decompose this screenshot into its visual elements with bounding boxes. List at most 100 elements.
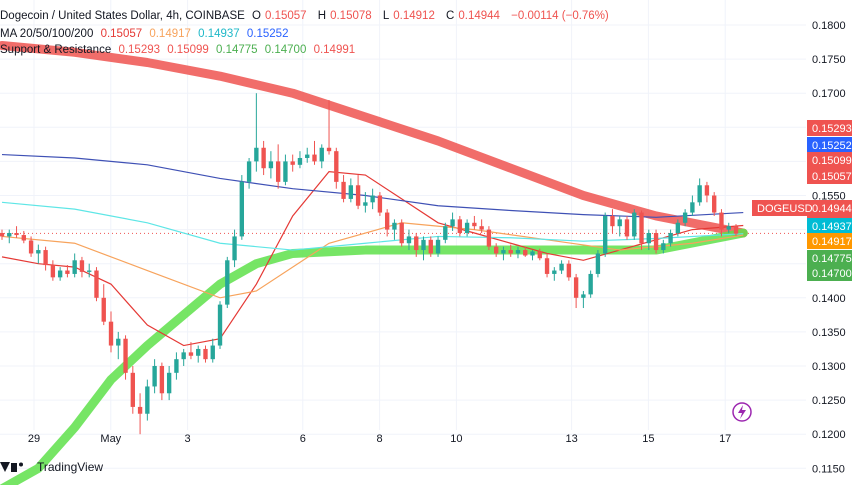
candle bbox=[101, 284, 106, 326]
candle-body bbox=[595, 253, 601, 274]
candle-body bbox=[399, 222, 404, 244]
candle-body bbox=[697, 185, 702, 203]
x-tick-label: May bbox=[100, 433, 121, 445]
candle bbox=[188, 342, 194, 360]
price-tag-value: 0.14937 bbox=[812, 221, 852, 233]
candle bbox=[174, 352, 179, 380]
candle-body bbox=[72, 260, 77, 274]
candlesticks bbox=[0, 93, 739, 435]
candle bbox=[384, 209, 390, 237]
current-price-value: 0.14944 bbox=[812, 203, 852, 215]
legend-support-resistance: Support & Resistance 0.15293 0.15099 0.1… bbox=[0, 44, 359, 56]
band-resistance bbox=[0, 40, 748, 238]
ma-line-ma-100 bbox=[1, 201, 744, 251]
legend-c-value: 0.14944 bbox=[458, 10, 500, 22]
candle-body bbox=[50, 265, 56, 278]
candle-body bbox=[326, 147, 332, 152]
candle-body bbox=[428, 239, 433, 254]
candle-body bbox=[719, 212, 724, 230]
candle-body bbox=[508, 250, 513, 254]
candle-body bbox=[639, 212, 644, 244]
candle-body bbox=[65, 270, 70, 274]
candle-body bbox=[493, 246, 499, 254]
candle bbox=[137, 393, 143, 435]
candle bbox=[573, 273, 579, 309]
candle-body bbox=[79, 260, 85, 272]
candle bbox=[428, 236, 433, 257]
x-tick-label: 17 bbox=[719, 433, 731, 445]
price-tag-value: 0.15293 bbox=[812, 123, 852, 135]
candle bbox=[334, 147, 339, 189]
candle-body bbox=[690, 202, 695, 213]
candle bbox=[261, 140, 266, 176]
candle bbox=[530, 250, 535, 261]
legend-ma-title[interactable]: MA 20/50/100/200 bbox=[0, 28, 94, 40]
candle bbox=[675, 219, 681, 237]
candle-body bbox=[370, 195, 375, 203]
candle-body bbox=[116, 338, 121, 346]
candle bbox=[57, 267, 63, 281]
y-tick-label: 0.1550 bbox=[812, 191, 846, 203]
candle bbox=[610, 209, 615, 234]
tradingview-logo-icon bbox=[0, 462, 23, 472]
price-tag-value: 0.14775 bbox=[812, 253, 852, 265]
candle bbox=[297, 151, 303, 169]
price-tag bbox=[807, 265, 852, 281]
candle bbox=[283, 154, 288, 186]
candle-body bbox=[210, 345, 215, 360]
candle bbox=[464, 219, 470, 237]
legend-h-value: 0.15078 bbox=[330, 10, 372, 22]
candle-body bbox=[305, 154, 310, 158]
legend-sr-title[interactable]: Support & Resistance bbox=[0, 44, 112, 56]
x-tick-label: 15 bbox=[642, 433, 654, 445]
candle bbox=[87, 263, 92, 278]
candle-body bbox=[319, 147, 324, 162]
candle bbox=[414, 233, 419, 257]
candle-body bbox=[406, 236, 412, 244]
candle-body bbox=[632, 212, 637, 237]
x-tick-label: 6 bbox=[300, 433, 306, 445]
candle bbox=[595, 250, 601, 278]
candle-body bbox=[196, 348, 201, 356]
candle-body bbox=[573, 277, 579, 298]
candle-body bbox=[261, 147, 266, 169]
candle bbox=[508, 244, 513, 257]
candle-body bbox=[225, 260, 230, 305]
candle bbox=[159, 362, 165, 401]
candle bbox=[116, 331, 121, 360]
candle-body bbox=[275, 161, 281, 182]
candle-body bbox=[653, 233, 659, 251]
candle bbox=[399, 219, 404, 247]
candle bbox=[36, 244, 41, 264]
candle bbox=[486, 226, 492, 251]
candle bbox=[28, 236, 34, 257]
price-tag-value: 0.14917 bbox=[812, 236, 852, 248]
candle-body bbox=[283, 161, 288, 182]
candle bbox=[559, 260, 564, 274]
candle bbox=[232, 229, 237, 268]
candle bbox=[348, 178, 354, 203]
tradingview-brand[interactable]: TradingView bbox=[0, 460, 103, 474]
candle bbox=[552, 267, 557, 281]
candle bbox=[501, 246, 506, 261]
candle bbox=[166, 366, 172, 401]
candle bbox=[646, 229, 651, 251]
candle bbox=[130, 366, 135, 414]
candle bbox=[50, 260, 56, 281]
legend-symbol[interactable]: Dogecoin / United States Dollar, 4h, COI… bbox=[0, 10, 245, 22]
candle-body bbox=[421, 239, 426, 251]
y-tick-label: 0.1750 bbox=[812, 54, 846, 66]
candle-body bbox=[464, 222, 470, 234]
candle bbox=[217, 301, 223, 349]
price-tag-value: 0.15099 bbox=[812, 155, 852, 167]
candle-body bbox=[232, 236, 237, 261]
y-tick-label: 0.1300 bbox=[812, 361, 846, 373]
candle-body bbox=[152, 366, 157, 387]
candle-body bbox=[43, 250, 48, 266]
candle bbox=[661, 239, 666, 254]
x-tick-label: 13 bbox=[565, 433, 577, 445]
candle-body bbox=[57, 270, 63, 278]
candle bbox=[690, 195, 695, 216]
candle-body bbox=[14, 233, 19, 236]
